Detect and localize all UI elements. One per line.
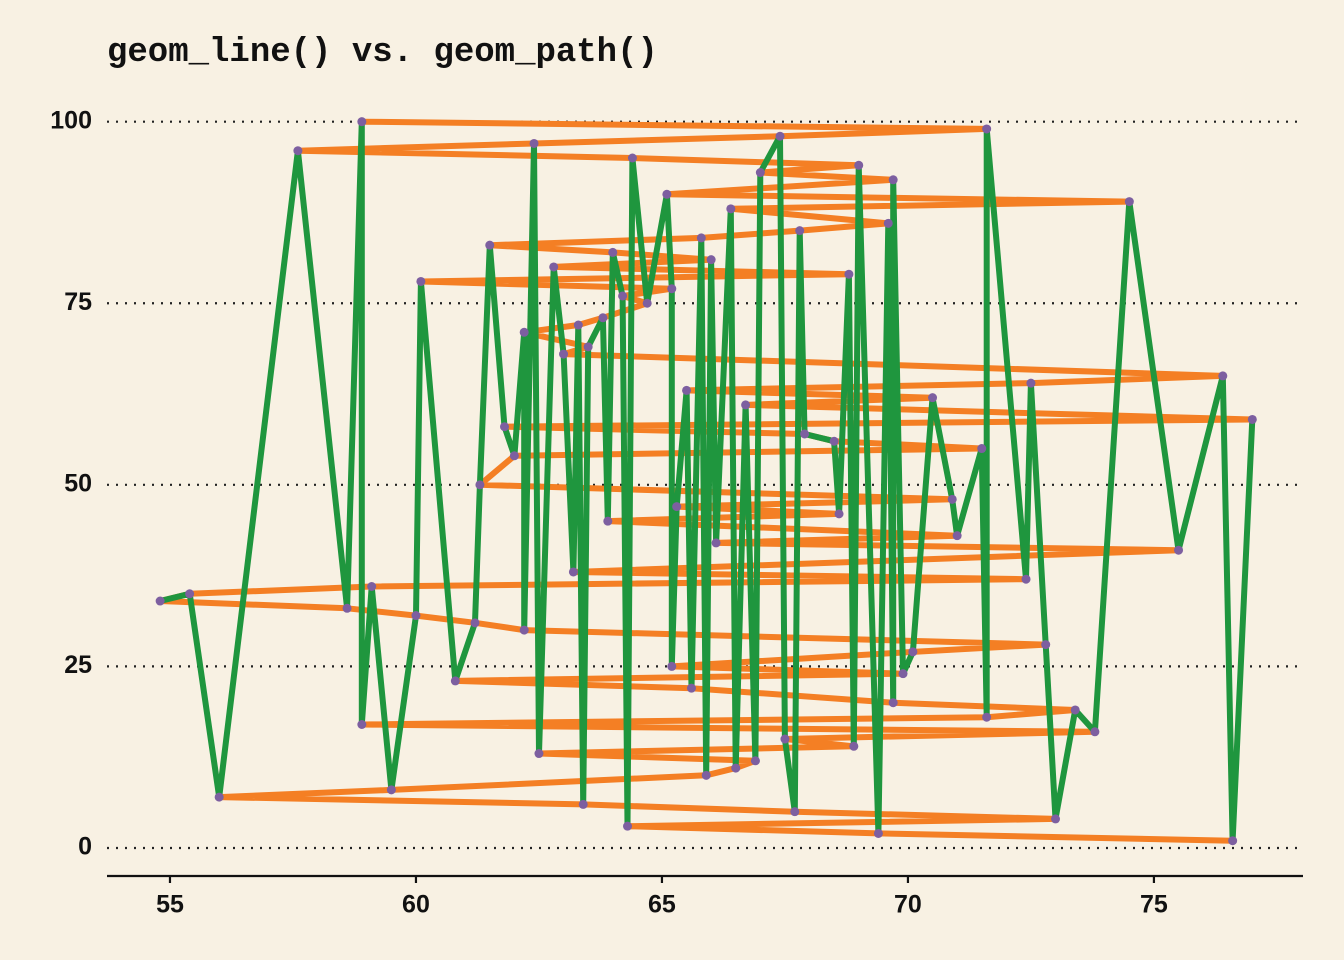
point [357, 719, 367, 729]
point [485, 240, 495, 250]
point [711, 538, 721, 548]
point [519, 327, 529, 337]
point [908, 647, 918, 657]
point [741, 400, 751, 410]
point [534, 749, 544, 759]
point [780, 734, 790, 744]
point [549, 262, 559, 272]
point [982, 124, 992, 134]
series-line [159, 118, 1256, 844]
point [357, 117, 367, 127]
point [519, 625, 529, 635]
point [682, 385, 692, 395]
point [873, 828, 883, 838]
point [1174, 545, 1184, 555]
point [623, 821, 633, 831]
point [618, 291, 628, 301]
point [701, 770, 711, 780]
point [185, 589, 195, 599]
y-tick-label: 0 [78, 833, 92, 861]
x-tick-label: 65 [648, 891, 676, 919]
point [1124, 197, 1134, 207]
point [475, 480, 485, 490]
x-tick-label: 75 [1140, 891, 1168, 919]
point [1247, 414, 1257, 424]
point [1041, 640, 1051, 650]
point [982, 712, 992, 722]
point [598, 313, 608, 323]
point [386, 785, 396, 795]
point [834, 509, 844, 519]
chart-title: geom_line() vs. geom_path() [107, 34, 658, 72]
point [662, 189, 672, 199]
point [583, 342, 593, 352]
point [411, 611, 421, 621]
point [1021, 574, 1031, 584]
point [450, 676, 460, 686]
point [573, 320, 583, 330]
y-tick-label: 75 [64, 288, 92, 316]
point [888, 698, 898, 708]
point [952, 531, 962, 541]
point [155, 596, 165, 606]
point [775, 131, 785, 141]
point [470, 618, 480, 628]
point [883, 218, 893, 228]
point [672, 502, 682, 512]
point [898, 669, 908, 679]
x-tick-label: 70 [894, 891, 922, 919]
point [608, 247, 618, 257]
point [696, 233, 706, 243]
point [509, 451, 519, 461]
point [1051, 814, 1061, 824]
y-tick-label: 100 [50, 106, 92, 134]
point [888, 175, 898, 185]
point [844, 269, 854, 279]
point [342, 603, 352, 613]
point [750, 756, 760, 766]
point [928, 393, 938, 403]
point [214, 792, 224, 802]
point [367, 582, 377, 592]
point [568, 567, 578, 577]
point [529, 138, 539, 148]
point [603, 516, 613, 526]
point [1090, 727, 1100, 737]
point [977, 444, 987, 454]
y-tick-label: 25 [64, 651, 92, 679]
point [829, 436, 839, 446]
point [627, 153, 637, 163]
point [667, 284, 677, 294]
point [731, 763, 741, 773]
point [1218, 371, 1228, 381]
point [293, 146, 303, 156]
point [1026, 378, 1036, 388]
point [642, 298, 652, 308]
x-tick-label: 55 [156, 891, 184, 919]
point [947, 494, 957, 504]
point [416, 276, 426, 286]
point [790, 807, 800, 817]
point [559, 349, 569, 359]
point [849, 741, 859, 751]
point [667, 661, 677, 671]
point [1228, 836, 1238, 846]
point [706, 255, 716, 265]
point [686, 683, 696, 693]
x-tick-label: 60 [402, 891, 430, 919]
point [1070, 705, 1080, 715]
point [795, 226, 805, 236]
point [800, 429, 810, 439]
y-tick-label: 50 [64, 469, 92, 497]
point [726, 204, 736, 214]
point [578, 799, 588, 809]
point [854, 160, 864, 170]
point [755, 168, 765, 178]
point [500, 422, 510, 432]
